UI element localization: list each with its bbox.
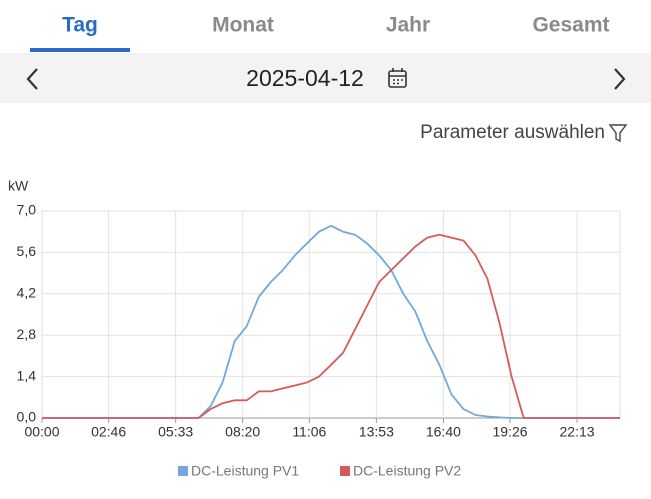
y-tick-label: 7,0	[17, 202, 37, 218]
x-tick-label: 05:33	[158, 424, 193, 440]
y-tick-label: 2,8	[17, 326, 37, 342]
y-unit: kW	[8, 178, 29, 194]
parameter-button[interactable]: Parameter auswählen	[420, 122, 605, 143]
legend-label: DC-Leistung PV1	[191, 463, 299, 479]
next-button[interactable]	[614, 68, 626, 90]
date-label[interactable]: 2025-04-12	[246, 65, 364, 91]
tab[interactable]: Tag	[62, 14, 98, 37]
tab[interactable]: Jahr	[386, 14, 430, 37]
x-tick-label: 11:06	[292, 424, 326, 440]
calendar-icon[interactable]	[388, 68, 407, 88]
x-tick-label: 22:13	[560, 424, 595, 440]
x-tick-label: 08:20	[225, 424, 260, 440]
y-tick-label: 1,4	[17, 367, 37, 383]
filter-icon[interactable]	[608, 124, 628, 143]
legend-label: DC-Leistung PV2	[353, 463, 461, 479]
tab[interactable]: Gesamt	[532, 14, 609, 37]
y-tick-label: 0,0	[17, 409, 37, 425]
x-tick-label: 13:53	[359, 424, 394, 440]
legend-swatch	[178, 466, 188, 476]
y-tick-label: 4,2	[17, 285, 37, 301]
tab[interactable]: Monat	[212, 14, 274, 37]
series-line	[42, 233, 620, 419]
legend-swatch	[340, 466, 350, 476]
prev-button[interactable]	[26, 68, 38, 90]
x-tick-label: 00:00	[24, 424, 59, 440]
y-tick-label: 5,6	[17, 243, 37, 259]
tab-indicator	[30, 48, 130, 52]
x-tick-label: 02:46	[91, 424, 126, 440]
x-tick-label: 19:26	[492, 424, 527, 440]
x-tick-label: 16:40	[426, 424, 461, 440]
plot: 0,0 1,4 2,8 4,2 5,6 7,0 00:00 02:46 05:33 08:20 11…	[17, 202, 621, 479]
date-bar	[0, 53, 651, 103]
